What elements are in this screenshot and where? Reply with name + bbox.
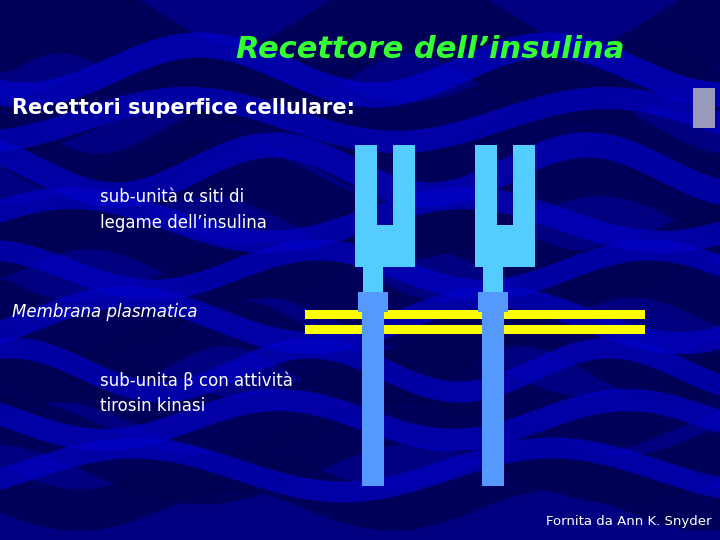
Bar <box>482 308 504 486</box>
Bar <box>693 88 715 128</box>
Text: Membrana plasmatica: Membrana plasmatica <box>12 303 197 321</box>
Bar <box>478 292 508 312</box>
Text: sub-unità α siti di
legame dell’insulina: sub-unità α siti di legame dell’insulina <box>100 188 267 232</box>
Bar <box>305 325 645 334</box>
Bar <box>355 145 377 230</box>
Text: sub-unita β con attività
tirosin kinasi: sub-unita β con attività tirosin kinasi <box>100 372 293 415</box>
Text: Recettore dell’insulina: Recettore dell’insulina <box>235 36 624 64</box>
Bar <box>305 310 645 319</box>
Bar <box>475 145 497 230</box>
Bar <box>358 292 388 312</box>
Bar <box>355 225 415 267</box>
Bar <box>513 145 535 230</box>
Text: Recettori superfice cellulare:: Recettori superfice cellulare: <box>12 98 355 118</box>
Bar <box>362 308 384 486</box>
Bar <box>483 265 503 295</box>
Text: Fornita da Ann K. Snyder: Fornita da Ann K. Snyder <box>546 515 712 528</box>
Bar <box>393 145 415 230</box>
Bar <box>475 225 535 267</box>
Bar <box>363 265 383 295</box>
